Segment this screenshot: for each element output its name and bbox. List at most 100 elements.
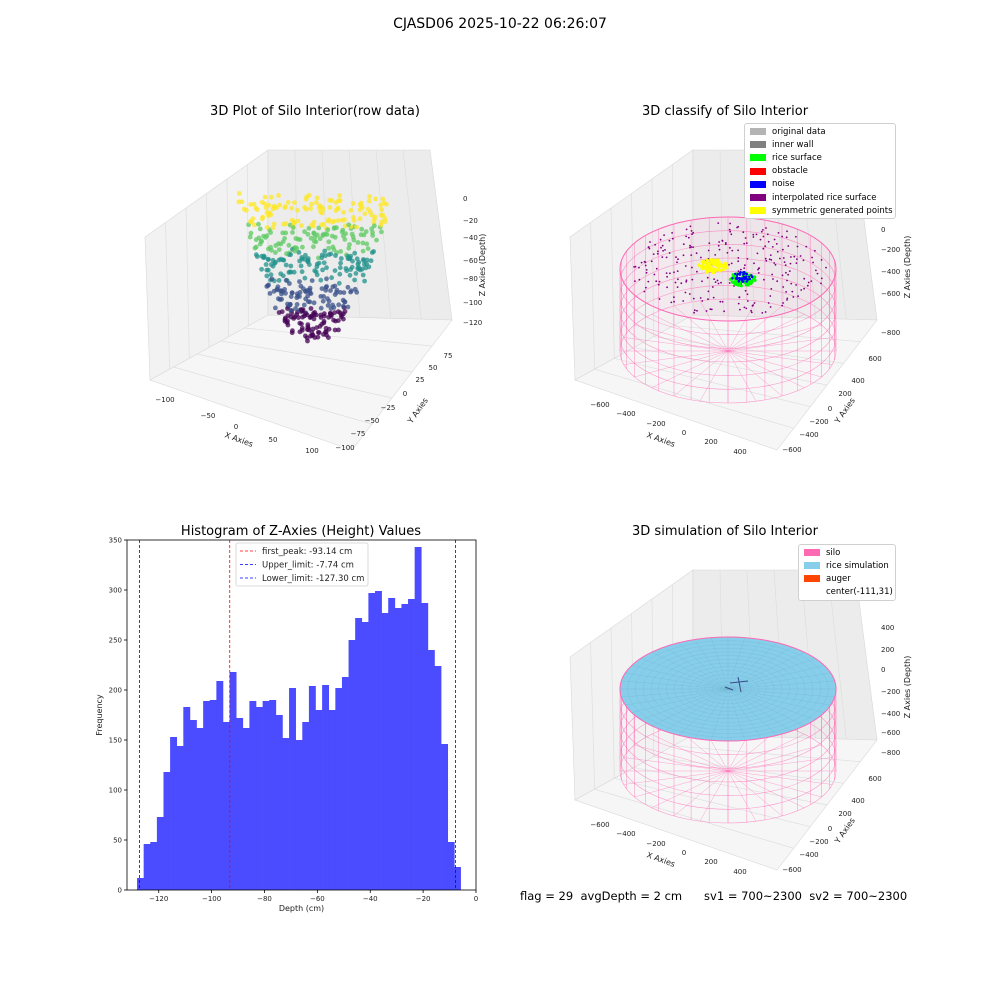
data-point <box>264 267 270 273</box>
interpolated-point <box>723 310 725 313</box>
data-point <box>283 262 289 268</box>
data-point <box>302 313 307 319</box>
data-point <box>311 312 317 318</box>
data-point <box>316 330 322 335</box>
data-point <box>346 222 352 228</box>
data-point <box>362 211 368 217</box>
data-point <box>335 206 341 212</box>
data-point <box>297 294 302 299</box>
histogram-bar <box>282 738 290 890</box>
interpolated-point <box>744 264 746 267</box>
rice-mesh-spoke <box>727 639 762 690</box>
data-point <box>256 221 261 227</box>
data-point <box>264 225 270 230</box>
symmetric-point <box>718 269 722 273</box>
interpolated-point <box>685 235 687 238</box>
floor-spoke <box>727 770 833 785</box>
data-point <box>301 302 307 308</box>
interpolated-point <box>782 286 785 288</box>
data-point <box>380 196 386 202</box>
y-axis-label: Y Axies <box>405 396 430 426</box>
interpolated-point <box>766 233 769 236</box>
interpolated-point <box>753 262 755 265</box>
data-point <box>378 202 384 208</box>
grid-line <box>653 336 844 364</box>
interpolated-point <box>691 278 694 281</box>
legend-entry: inner wall <box>745 138 895 151</box>
data-point <box>306 327 312 333</box>
data-point <box>336 327 341 333</box>
data-point <box>309 201 314 207</box>
data-point <box>287 281 292 286</box>
grid-line <box>610 207 615 359</box>
data-point <box>313 200 319 205</box>
interpolated-point <box>645 286 647 289</box>
interpolated-point <box>742 231 745 234</box>
depth-histogram[interactable]: −120 −100 −80 −60 −40 −20 0 0 50 100 150 200 250 300 3… <box>80 535 500 920</box>
symmetric-point <box>723 265 727 269</box>
interpolated-point <box>659 238 662 241</box>
data-point <box>379 219 385 225</box>
interpolated-point <box>812 261 814 264</box>
interpolated-point <box>765 259 768 262</box>
interpolated-point <box>674 281 677 284</box>
rice-mesh-spoke <box>727 680 835 690</box>
interpolated-point <box>811 256 813 259</box>
rice-mesh-spoke <box>621 680 729 690</box>
data-point <box>305 293 311 299</box>
interpolated-point <box>767 302 770 304</box>
histogram-bar <box>322 685 330 890</box>
data-point <box>299 269 305 275</box>
floor-spoke <box>651 350 729 389</box>
data-point <box>270 257 276 263</box>
histogram-bar <box>421 603 429 890</box>
data-point <box>336 198 341 204</box>
interpolated-point <box>773 262 776 264</box>
rice-mesh-spoke <box>664 646 729 690</box>
x-tick-label: 400 <box>733 868 746 876</box>
symmetric-point <box>697 263 701 267</box>
data-point <box>276 193 281 198</box>
interpolated-point <box>648 247 651 250</box>
histogram-bar <box>196 728 204 890</box>
data-point <box>321 260 327 266</box>
data-point <box>347 272 353 278</box>
symmetric-point <box>724 262 728 266</box>
data-point <box>283 290 288 296</box>
data-point <box>259 266 264 272</box>
z-tick-label: −40 <box>463 234 478 242</box>
rice-mesh-spoke <box>640 658 729 690</box>
histogram-reference-lines <box>139 540 456 890</box>
x-axis-label: X Axies <box>645 850 676 869</box>
data-point <box>310 223 316 229</box>
interpolated-point <box>728 228 731 231</box>
interpolated-point <box>785 291 787 293</box>
data-point <box>271 221 277 227</box>
interpolated-point <box>765 227 767 229</box>
interpolated-point <box>645 269 648 271</box>
interpolated-point <box>671 237 674 240</box>
interpolated-point <box>669 272 671 275</box>
interpolated-point <box>743 267 746 269</box>
data-point <box>342 309 348 314</box>
data-point <box>274 286 280 292</box>
interpolated-point <box>673 296 675 299</box>
interpolated-point <box>640 261 643 264</box>
rice-mesh-spoke <box>694 639 729 690</box>
data-point <box>261 233 266 239</box>
grid-line <box>610 627 615 779</box>
data-point <box>341 233 346 239</box>
x-tick-label: −50 <box>201 412 216 420</box>
data-point <box>319 204 324 210</box>
interpolated-point <box>767 240 770 243</box>
floor-spoke <box>727 300 757 352</box>
interpolated-point <box>791 290 794 293</box>
data-point <box>251 201 257 207</box>
interpolated-point <box>707 290 710 293</box>
y-tick-label: −75 <box>351 430 366 438</box>
histogram-bar <box>222 722 230 890</box>
data-point <box>270 263 276 269</box>
